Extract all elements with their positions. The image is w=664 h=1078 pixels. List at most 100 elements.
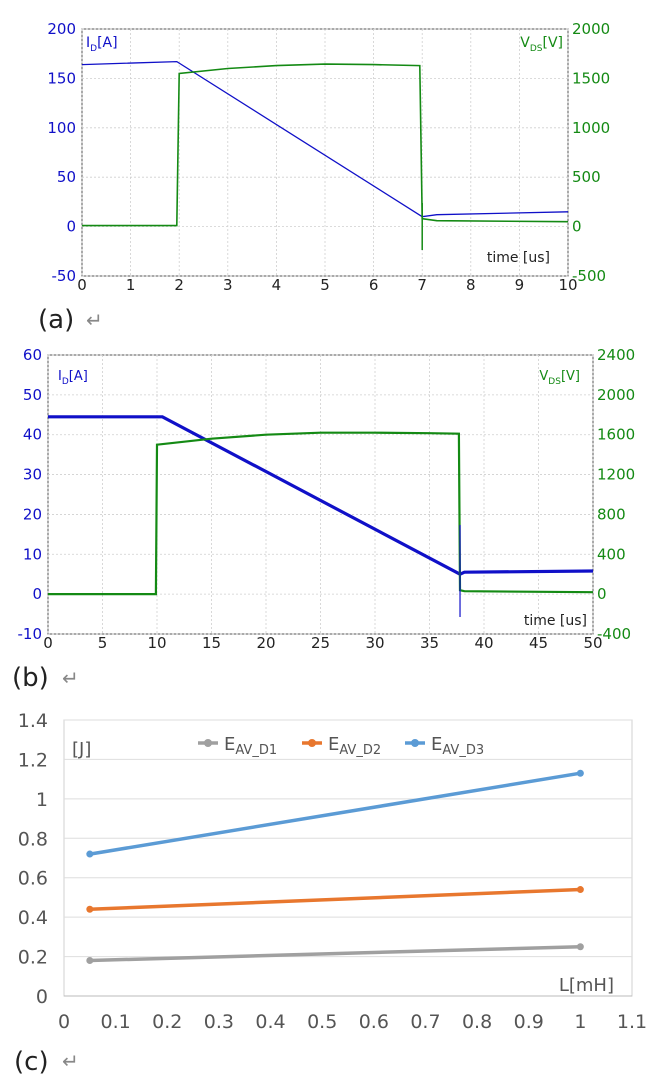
plot-area-c xyxy=(63,719,633,997)
y-axis-label-right-b: VDS[V] xyxy=(539,369,580,387)
series-line-e-av-d3 xyxy=(89,771,581,856)
y-tick-left: 60 xyxy=(23,346,42,364)
x-tick: 0.5 xyxy=(307,1011,337,1033)
x-tick: 5 xyxy=(98,634,108,652)
panel-label-c: (c) xyxy=(14,1047,49,1077)
x-tick: 0 xyxy=(77,276,87,294)
y-tick-right: -400 xyxy=(597,625,631,643)
y-tick-right: 2000 xyxy=(597,386,635,404)
y-tick: 0.8 xyxy=(18,828,48,850)
y-tick: 0 xyxy=(36,986,48,1008)
x-tick: 8 xyxy=(466,276,476,294)
x-axis-label-a: time [us] xyxy=(487,250,550,266)
legend-label: EAV_D2 xyxy=(328,734,381,758)
x-tick: 15 xyxy=(202,634,221,652)
y-tick-right: 400 xyxy=(597,545,626,563)
y-tick-left: 100 xyxy=(47,119,76,137)
y-tick-left: 30 xyxy=(23,466,42,484)
y-tick-right: 1000 xyxy=(572,119,610,137)
y-tick-right: 2000 xyxy=(572,20,610,38)
y-tick-right: 500 xyxy=(572,168,601,186)
y-tick-left: -10 xyxy=(18,625,43,643)
legend-label: EAV_D1 xyxy=(224,734,277,758)
data-point-e-av-d2 xyxy=(576,886,584,894)
y-tick: 0.4 xyxy=(18,907,48,929)
data-point-e-av-d1 xyxy=(86,957,94,965)
y-tick-left: 20 xyxy=(23,505,42,523)
x-tick: 45 xyxy=(529,634,548,652)
series-line-v-ds xyxy=(82,63,569,227)
x-tick: 1 xyxy=(574,1011,586,1033)
x-tick: 0.4 xyxy=(255,1011,285,1033)
series-line-e-av-d2 xyxy=(89,887,581,912)
series-line-e-av-d1 xyxy=(89,944,581,963)
x-axis-label-c: L[mH] xyxy=(559,975,614,996)
return-icon-a: ↵ xyxy=(86,308,103,332)
x-tick: 10 xyxy=(558,276,577,294)
chart-b: 60 50 40 30 20 10 0 -10 2400 2000 1600 1200 800 400 0… xyxy=(12,346,635,693)
x-tick: 7 xyxy=(417,276,427,294)
x-tick: 0.6 xyxy=(359,1011,389,1033)
panel-label-b: (b) xyxy=(12,663,49,693)
y-tick: 0.2 xyxy=(18,947,48,969)
y-tick-left: -50 xyxy=(52,267,77,285)
data-point-e-av-d3 xyxy=(576,769,584,777)
data-point-e-av-d3 xyxy=(86,850,94,858)
y-tick-right: 2400 xyxy=(597,346,635,364)
y-tick: 1.2 xyxy=(18,749,48,771)
x-tick: 6 xyxy=(369,276,379,294)
ylabel-base-a: I xyxy=(86,35,90,51)
y-tick-right: 1200 xyxy=(597,466,635,484)
data-point-e-av-d2 xyxy=(86,905,94,913)
y-tick-left: 0 xyxy=(66,218,76,236)
x-tick: 0.9 xyxy=(514,1011,544,1033)
y-tick: 1.4 xyxy=(18,710,48,732)
x-tick: 25 xyxy=(311,634,330,652)
x-tick: 40 xyxy=(474,634,493,652)
y-tick-right: 1600 xyxy=(597,426,635,444)
y-tick-left: 200 xyxy=(47,20,76,38)
x-tick: 1.1 xyxy=(617,1011,647,1033)
y-tick-right: -500 xyxy=(572,267,606,285)
x-tick: 0.2 xyxy=(152,1011,182,1033)
x-tick: 3 xyxy=(223,276,233,294)
y-tick-left: 150 xyxy=(47,69,76,87)
y-tick-right: 800 xyxy=(597,505,626,523)
x-tick: 1 xyxy=(126,276,136,294)
y-tick-right: 0 xyxy=(572,218,582,236)
y-tick: 1 xyxy=(36,789,48,811)
y-tick-left: 0 xyxy=(32,585,42,603)
x-tick: 5 xyxy=(320,276,330,294)
x-tick: 20 xyxy=(256,634,275,652)
panel-label-a: (a) xyxy=(38,305,74,335)
x-tick: 0.1 xyxy=(101,1011,131,1033)
series-line-v-ds xyxy=(48,431,594,596)
legend-marker xyxy=(204,739,212,747)
legend-marker xyxy=(411,739,419,747)
y-axis-label-right-a: VDS[V] xyxy=(520,35,563,54)
x-tick: 50 xyxy=(583,634,602,652)
y-tick-left: 10 xyxy=(23,545,42,563)
x-tick: 35 xyxy=(420,634,439,652)
x-tick: 0 xyxy=(58,1011,70,1033)
chart-c: 1.4 1.2 1 0.8 0.6 0.4 0.2 0 0 0.1 0.2 0.3 0.4 0.5 0.6… xyxy=(14,710,647,1077)
legend-label: EAV_D3 xyxy=(431,734,484,758)
y-tick-right: 0 xyxy=(597,585,607,603)
x-tick: 0.7 xyxy=(410,1011,440,1033)
y-axis-label-c: [J] xyxy=(72,739,91,760)
y-tick-left: 50 xyxy=(23,386,42,404)
legend-marker xyxy=(308,739,316,747)
y-tick-left: 50 xyxy=(57,168,76,186)
x-tick: 4 xyxy=(272,276,282,294)
x-tick: 10 xyxy=(147,634,166,652)
x-tick: 30 xyxy=(365,634,384,652)
x-tick: 0.3 xyxy=(204,1011,234,1033)
y-tick-left: 40 xyxy=(23,426,42,444)
y-axis-label-left-a: ID[A] xyxy=(86,35,118,54)
y-tick: 0.6 xyxy=(18,868,48,890)
y-tick-right: 1500 xyxy=(572,69,610,87)
x-tick: 2 xyxy=(174,276,184,294)
x-tick: 0.8 xyxy=(462,1011,492,1033)
return-icon-c: ↵ xyxy=(62,1049,79,1073)
